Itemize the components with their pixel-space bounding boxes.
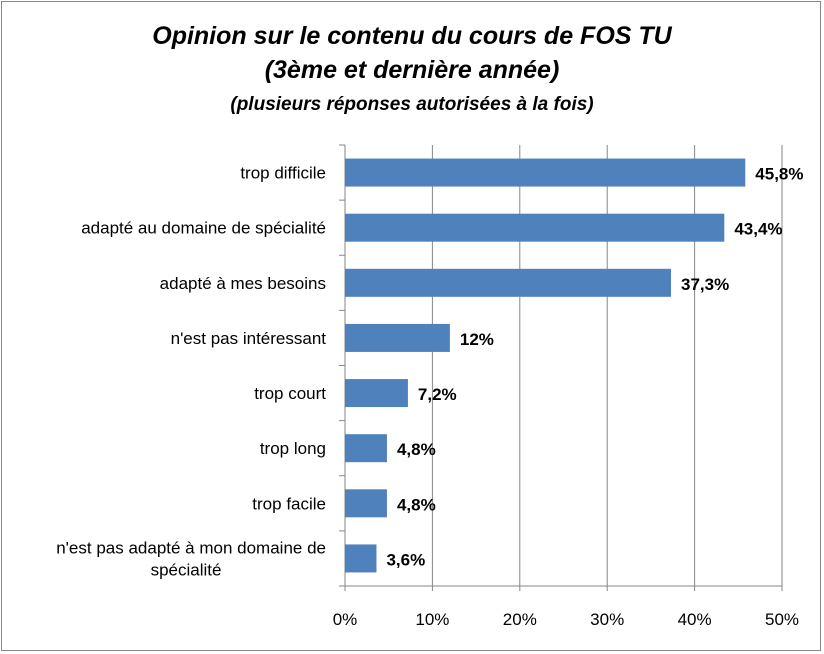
- bar: [345, 544, 377, 573]
- data-label: 45,8%: [755, 165, 803, 184]
- bar: [345, 489, 387, 518]
- x-tick-label: 0%: [333, 610, 358, 629]
- bar: [345, 434, 387, 463]
- category-label: trop court: [254, 384, 326, 403]
- data-label: 3,6%: [386, 550, 425, 569]
- x-tick-label: 20%: [503, 610, 537, 629]
- category-label: trop long: [260, 439, 326, 458]
- category-label: adapté à mes besoins: [160, 274, 326, 293]
- category-label: spécialité: [151, 560, 222, 579]
- chart-subtitle: (plusieurs réponses autorisées à la fois…: [230, 94, 594, 115]
- x-tick-label: 50%: [765, 610, 799, 629]
- category-label: n'est pas intéressant: [171, 329, 327, 348]
- bar: [345, 213, 725, 242]
- bar: [345, 379, 408, 408]
- category-label: adapté au domaine de spécialité: [81, 219, 326, 238]
- bar: [345, 323, 450, 352]
- x-tick-label: 30%: [590, 610, 624, 629]
- x-tick-label: 10%: [415, 610, 449, 629]
- chart-title: Opinion sur le contenu du cours de FOS T…: [152, 22, 672, 50]
- category-label: trop difficile: [240, 164, 326, 183]
- category-label: n'est pas adapté à mon domaine de: [56, 538, 326, 557]
- x-tick-label: 40%: [678, 610, 712, 629]
- data-label: 43,4%: [734, 220, 782, 239]
- bar: [345, 158, 746, 187]
- data-label: 4,8%: [397, 495, 436, 514]
- data-label: 7,2%: [418, 385, 457, 404]
- chart-title-line2: (3ème et dernière année): [264, 56, 560, 84]
- data-label: 4,8%: [397, 440, 436, 459]
- category-label: trop facile: [252, 494, 326, 513]
- bar: [345, 268, 672, 297]
- data-label: 37,3%: [681, 275, 729, 294]
- data-label: 12%: [460, 330, 494, 349]
